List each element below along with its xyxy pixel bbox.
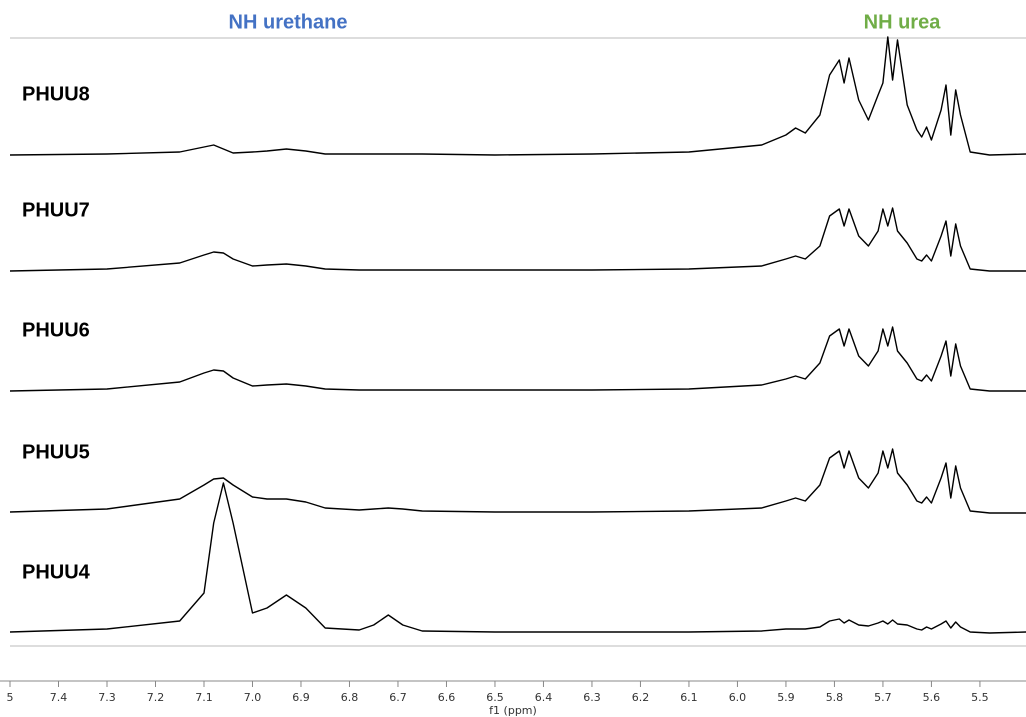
x-tick-label: 5.9 [777,691,795,704]
annotation: NH urea [864,11,942,33]
x-tick-label: 7.3 [98,691,116,704]
x-tick-label: 7.1 [195,691,213,704]
series-label: PHUU8 [22,83,90,105]
x-tick-label: 6.2 [632,691,650,704]
series-label: PHUU6 [22,319,90,341]
x-tick-label: 6.4 [535,691,553,704]
x-tick-label: 6.8 [341,691,359,704]
x-tick-label: 6.9 [292,691,310,704]
spectrum [9,482,1026,634]
spectrum [9,36,1026,156]
x-tick-label: 5.8 [826,691,844,704]
x-tick-label: 7.4 [50,691,68,704]
series-label: PHUU7 [22,199,90,221]
series-label: PHUU5 [22,441,90,463]
x-tick-label: 5 [7,691,14,704]
x-tick-label: 6.1 [680,691,698,704]
x-tick-label: 7.0 [244,691,262,704]
x-tick-label: 5.6 [923,691,941,704]
series-label: PHUU4 [22,561,91,583]
spectrum [9,326,1026,392]
x-axis-label: f1 (ppm) [489,704,537,717]
annotation: NH urethane [229,11,348,33]
x-tick-label: 6.7 [389,691,407,704]
x-tick-label: 6.3 [583,691,601,704]
x-tick-label: 5.5 [971,691,989,704]
x-tick-label: 7.2 [147,691,165,704]
x-tick-label: 6.5 [486,691,504,704]
x-tick-label: 6.6 [438,691,456,704]
x-tick-label: 6.0 [729,691,747,704]
spectrum [9,448,1026,514]
spectrum [9,207,1026,272]
x-tick-label: 5.7 [874,691,892,704]
